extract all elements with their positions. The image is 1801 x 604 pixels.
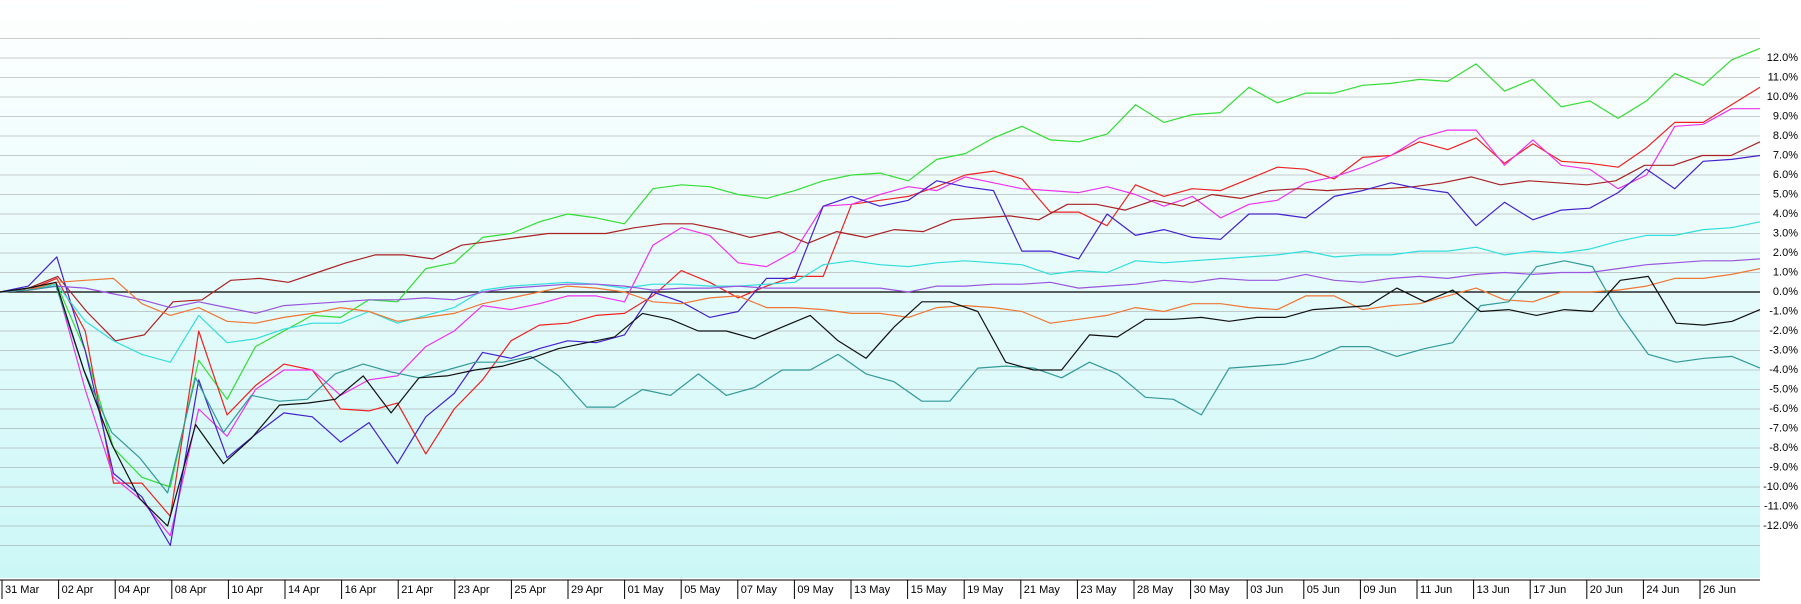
x-tick-label: 05 Jun bbox=[1307, 584, 1340, 596]
x-tick-label: 26 Jun bbox=[1703, 584, 1736, 596]
y-tick-label: -1.0% bbox=[1769, 306, 1798, 318]
y-tick-label: -4.0% bbox=[1769, 364, 1798, 376]
x-tick-label: 09 Jun bbox=[1363, 584, 1396, 596]
series-line-8 bbox=[0, 268, 1761, 324]
y-tick-label: -11.0% bbox=[1764, 501, 1798, 513]
y-tick-label: -5.0% bbox=[1769, 384, 1798, 396]
x-tick-label: 03 Jun bbox=[1250, 584, 1283, 596]
x-tick-label: 10 Apr bbox=[231, 584, 263, 596]
series-line-2 bbox=[0, 86, 1761, 517]
y-tick-label: 4.0% bbox=[1773, 208, 1798, 220]
x-tick-label: 02 Apr bbox=[62, 584, 94, 596]
x-tick-label: 28 May bbox=[1137, 584, 1174, 596]
x-tick-label: 13 Jun bbox=[1477, 584, 1510, 596]
series-line-7 bbox=[0, 258, 1761, 314]
x-tick-label: 25 Apr bbox=[514, 584, 546, 596]
y-tick-label: -2.0% bbox=[1769, 325, 1798, 337]
x-tick-label: 23 Apr bbox=[458, 584, 490, 596]
y-tick-label: 9.0% bbox=[1773, 111, 1798, 123]
x-tick-label: 01 May bbox=[628, 584, 665, 596]
y-tick-label: 11.0% bbox=[1768, 72, 1799, 84]
y-tick-label: 7.0% bbox=[1773, 150, 1798, 162]
y-tick-label: 12.0% bbox=[1767, 52, 1798, 64]
x-tick-label: 24 Jun bbox=[1646, 584, 1679, 596]
y-tick-label: 10.0% bbox=[1767, 91, 1798, 103]
x-tick-label: 07 May bbox=[741, 584, 778, 596]
series-line-4 bbox=[0, 141, 1761, 342]
y-tick-label: -6.0% bbox=[1769, 403, 1798, 415]
y-tick-label: -9.0% bbox=[1769, 462, 1798, 474]
series-line-5 bbox=[0, 154, 1761, 547]
x-tick-label: 21 May bbox=[1024, 584, 1061, 596]
x-tick-label: 04 Apr bbox=[118, 584, 150, 596]
series-lines bbox=[0, 47, 1761, 547]
x-tick-label: 14 Apr bbox=[288, 584, 320, 596]
x-tick-label: 13 May bbox=[854, 584, 891, 596]
grid-lines bbox=[0, 38, 1760, 546]
x-tick-label: 17 Jun bbox=[1533, 584, 1566, 596]
x-tick-label: 11 Jun bbox=[1420, 584, 1452, 596]
y-tick-label: 6.0% bbox=[1773, 169, 1798, 181]
y-tick-label: -12.0% bbox=[1763, 520, 1798, 532]
y-tick-label: 8.0% bbox=[1773, 130, 1798, 142]
x-tick-label: 16 Apr bbox=[345, 584, 377, 596]
x-tick-label: 29 Apr bbox=[571, 584, 603, 596]
series-line-10 bbox=[0, 275, 1761, 527]
x-tick-label: 19 May bbox=[967, 584, 1004, 596]
x-tick-label: 21 Apr bbox=[401, 584, 433, 596]
x-tick-label: 20 Jun bbox=[1590, 584, 1623, 596]
x-tick-label: 15 May bbox=[911, 584, 948, 596]
series-line-9 bbox=[0, 260, 1761, 494]
x-axis: 31 Mar 02 Apr 04 Apr 08 Apr 10 Apr 14 Apr 16 A… bbox=[0, 579, 1760, 599]
x-tick-label: 31 Mar bbox=[5, 584, 40, 596]
x-tick-label: 09 May bbox=[797, 584, 834, 596]
y-tick-label: -3.0% bbox=[1769, 345, 1798, 357]
y-tick-label: 0.0% bbox=[1773, 286, 1798, 298]
series-line-1 bbox=[0, 47, 1761, 488]
y-tick-label: 1.0% bbox=[1773, 267, 1798, 279]
y-tick-label: -7.0% bbox=[1769, 423, 1798, 435]
y-tick-label: -8.0% bbox=[1769, 442, 1798, 454]
y-tick-label: -10.0% bbox=[1763, 481, 1798, 493]
x-tick-label: 05 May bbox=[684, 584, 721, 596]
plot-background bbox=[0, 0, 1760, 578]
series-line-3 bbox=[0, 108, 1760, 537]
x-tick-label: 08 Apr bbox=[175, 584, 207, 596]
x-tick-label: 30 May bbox=[1194, 584, 1231, 596]
series-line-6 bbox=[0, 221, 1761, 363]
y-axis-labels: 12.0% 11.0% 10.0% 9.0% 8.0% 7.0% 6.0% 5.0% 4.0% 3… bbox=[1763, 52, 1798, 532]
y-tick-label: 3.0% bbox=[1773, 228, 1798, 240]
y-tick-label: 5.0% bbox=[1773, 189, 1798, 201]
y-tick-label: 2.0% bbox=[1773, 247, 1798, 259]
x-tick-label: 23 May bbox=[1080, 584, 1117, 596]
